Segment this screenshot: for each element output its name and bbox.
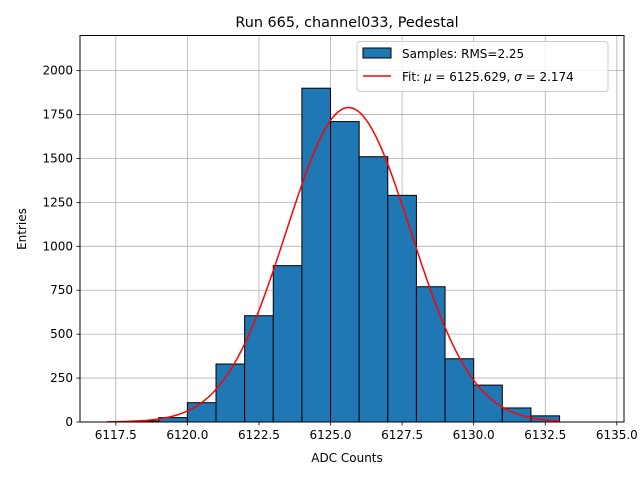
x-tick-label: 6132.5 xyxy=(524,428,566,442)
y-tick-label: 0 xyxy=(65,415,73,429)
histogram-bar xyxy=(244,315,274,423)
fit-curve-layer xyxy=(107,106,560,423)
histogram-bar xyxy=(215,363,246,423)
y-tick-label: 1500 xyxy=(42,151,73,165)
fit-curve xyxy=(107,106,560,423)
legend-fit-part: = 6125.629, xyxy=(432,70,515,84)
legend-box xyxy=(356,41,609,92)
histogram-bar xyxy=(358,156,389,423)
x-tick-label: 6117.5 xyxy=(95,428,137,442)
y-tick-label: 1250 xyxy=(42,195,73,209)
histogram-bars xyxy=(129,87,561,423)
y-tick-label: 500 xyxy=(50,327,73,341)
y-axis-ticks: 0 250 500 750 1000 1250 1500 1750 2000 xyxy=(42,64,80,429)
x-tick-label: 6127.5 xyxy=(381,428,423,442)
legend-histogram-swatch xyxy=(362,47,392,59)
x-axis-label: ADC Counts xyxy=(311,451,383,465)
x-tick-label: 6122.5 xyxy=(238,428,280,442)
plot-frame xyxy=(79,35,625,423)
chart-title: Run 665, channel033, Pedestal xyxy=(235,15,458,31)
x-tick-label: 6125.0 xyxy=(310,428,352,442)
histogram-bar xyxy=(272,265,303,423)
legend-fit-part: = 2.174 xyxy=(522,70,574,84)
y-tick-label: 250 xyxy=(50,371,73,385)
legend-histogram-label: Samples: RMS=2.25 xyxy=(402,47,524,61)
x-tick-label: 6135.0 xyxy=(596,428,638,442)
y-tick-label: 2000 xyxy=(42,64,73,78)
y-tick-label: 750 xyxy=(50,283,73,297)
histogram-bar xyxy=(444,358,475,423)
x-axis-ticks: 6117.5 6120.0 6122.5 6125.0 6127.5 6130.0 6132… xyxy=(95,422,638,442)
legend: Samples: RMS=2.25 Fit: μ = 6125.629, σ =… xyxy=(356,41,609,92)
legend-fit-mu-symbol: μ xyxy=(423,70,432,84)
histogram-bar xyxy=(186,402,217,423)
x-tick-label: 6120.0 xyxy=(166,428,208,442)
legend-fit-sigma-symbol: σ xyxy=(514,70,522,84)
histogram-bar xyxy=(387,194,417,423)
histogram-bar xyxy=(415,286,446,423)
histogram-bar xyxy=(301,87,332,423)
y-axis-label: Entries xyxy=(15,208,29,250)
legend-fit-part: Fit: xyxy=(402,70,424,84)
y-tick-label: 1750 xyxy=(42,108,73,122)
y-tick-label: 1000 xyxy=(42,239,73,253)
histogram-bar xyxy=(330,121,360,423)
legend-fit-label: Fit: μ = 6125.629, σ = 2.174 xyxy=(402,70,574,84)
x-tick-label: 6130.0 xyxy=(453,428,495,442)
